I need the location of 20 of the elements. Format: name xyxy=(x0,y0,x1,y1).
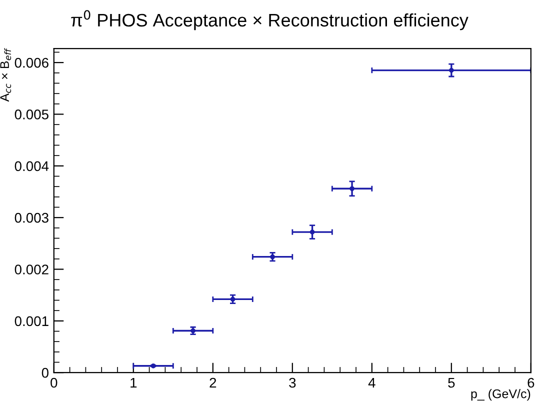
y-tick-label: 0.006 xyxy=(14,58,48,68)
x-tick-label: 1 xyxy=(130,378,137,388)
y-tick-label: 0.005 xyxy=(14,110,48,120)
y-axis-title: A$_{cc}$ × B$_{eff}$ xyxy=(0,48,12,102)
y-tick-label: 0.001 xyxy=(14,316,48,326)
x-tick-label: 5 xyxy=(448,378,455,388)
x-tick-label: 0 xyxy=(50,378,58,388)
point xyxy=(448,68,454,73)
x-tick-label: 6 xyxy=(528,378,534,388)
y-tick-label: 0.004 xyxy=(14,161,49,172)
y-tick-label: 0 xyxy=(42,368,48,378)
point xyxy=(310,230,315,234)
y-tick-label: 0.002 xyxy=(14,264,48,274)
x-tick-label: 2 xyxy=(210,378,216,388)
y-tick-label: 0.003 xyxy=(14,212,48,223)
chart-title: π$^{0}$ PHOS Acceptance × Reconstruction efficiency xyxy=(71,10,468,30)
x-tick-label: 4 xyxy=(368,378,376,388)
x-axis-title: p_ (GeV/c) xyxy=(471,389,530,401)
point xyxy=(350,186,354,192)
x-tick-label: 3 xyxy=(289,378,296,388)
